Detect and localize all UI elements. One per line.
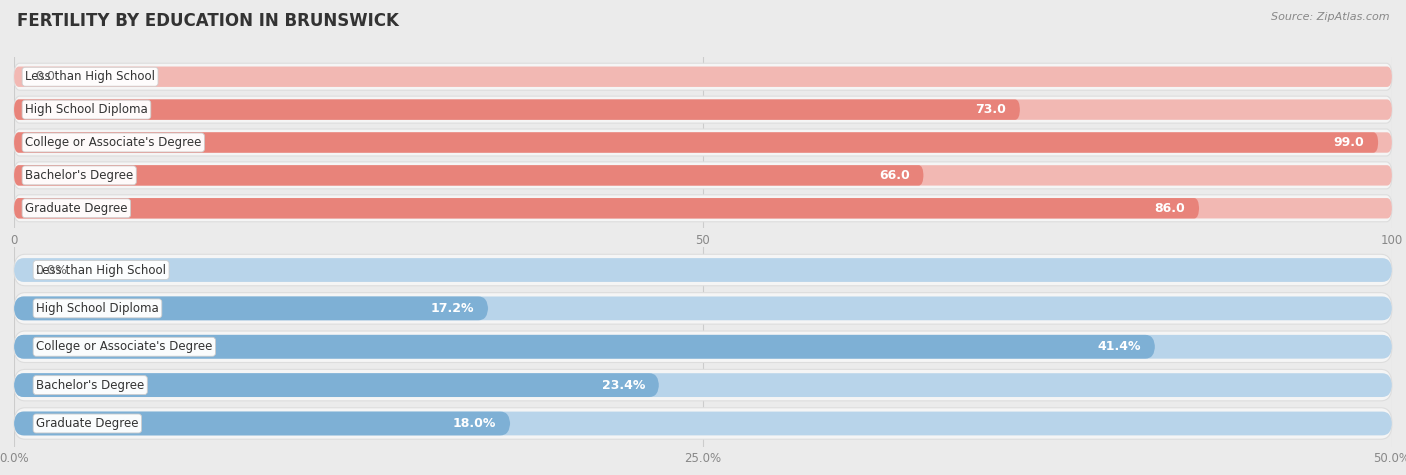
FancyBboxPatch shape	[14, 198, 1392, 218]
FancyBboxPatch shape	[14, 165, 924, 186]
Text: 66.0: 66.0	[879, 169, 910, 182]
Text: Less than High School: Less than High School	[25, 70, 155, 83]
Text: Bachelor's Degree: Bachelor's Degree	[37, 379, 145, 391]
Text: High School Diploma: High School Diploma	[37, 302, 159, 315]
FancyBboxPatch shape	[14, 162, 1392, 189]
FancyBboxPatch shape	[14, 195, 1392, 222]
FancyBboxPatch shape	[14, 133, 1392, 152]
FancyBboxPatch shape	[14, 296, 488, 320]
FancyBboxPatch shape	[14, 335, 1392, 359]
Text: 73.0: 73.0	[976, 103, 1007, 116]
Text: 18.0%: 18.0%	[453, 417, 496, 430]
FancyBboxPatch shape	[14, 331, 1392, 362]
FancyBboxPatch shape	[14, 335, 1154, 359]
Text: 41.4%: 41.4%	[1098, 340, 1142, 353]
FancyBboxPatch shape	[14, 198, 1199, 218]
Text: Source: ZipAtlas.com: Source: ZipAtlas.com	[1271, 12, 1389, 22]
FancyBboxPatch shape	[14, 411, 1392, 436]
FancyBboxPatch shape	[14, 411, 510, 436]
Text: 0.0%: 0.0%	[35, 264, 66, 276]
FancyBboxPatch shape	[14, 129, 1392, 156]
Text: Graduate Degree: Graduate Degree	[37, 417, 139, 430]
Text: 17.2%: 17.2%	[430, 302, 474, 315]
FancyBboxPatch shape	[14, 373, 659, 397]
Text: High School Diploma: High School Diploma	[25, 103, 148, 116]
FancyBboxPatch shape	[14, 66, 1392, 87]
FancyBboxPatch shape	[14, 133, 1378, 152]
Text: 0.0: 0.0	[35, 70, 55, 83]
FancyBboxPatch shape	[14, 99, 1019, 120]
FancyBboxPatch shape	[14, 293, 1392, 324]
FancyBboxPatch shape	[14, 296, 1392, 320]
FancyBboxPatch shape	[14, 96, 1392, 123]
FancyBboxPatch shape	[14, 165, 1392, 186]
FancyBboxPatch shape	[14, 408, 1392, 439]
Text: 86.0: 86.0	[1154, 202, 1185, 215]
FancyBboxPatch shape	[14, 254, 1392, 286]
FancyBboxPatch shape	[14, 373, 1392, 397]
FancyBboxPatch shape	[14, 258, 1392, 282]
Text: 99.0: 99.0	[1334, 136, 1364, 149]
Text: Bachelor's Degree: Bachelor's Degree	[25, 169, 134, 182]
FancyBboxPatch shape	[14, 99, 1392, 120]
Text: Less than High School: Less than High School	[37, 264, 166, 276]
Text: 23.4%: 23.4%	[602, 379, 645, 391]
Text: College or Associate's Degree: College or Associate's Degree	[37, 340, 212, 353]
Text: College or Associate's Degree: College or Associate's Degree	[25, 136, 201, 149]
Text: Graduate Degree: Graduate Degree	[25, 202, 128, 215]
FancyBboxPatch shape	[14, 370, 1392, 401]
FancyBboxPatch shape	[14, 63, 1392, 90]
Text: FERTILITY BY EDUCATION IN BRUNSWICK: FERTILITY BY EDUCATION IN BRUNSWICK	[17, 12, 399, 30]
